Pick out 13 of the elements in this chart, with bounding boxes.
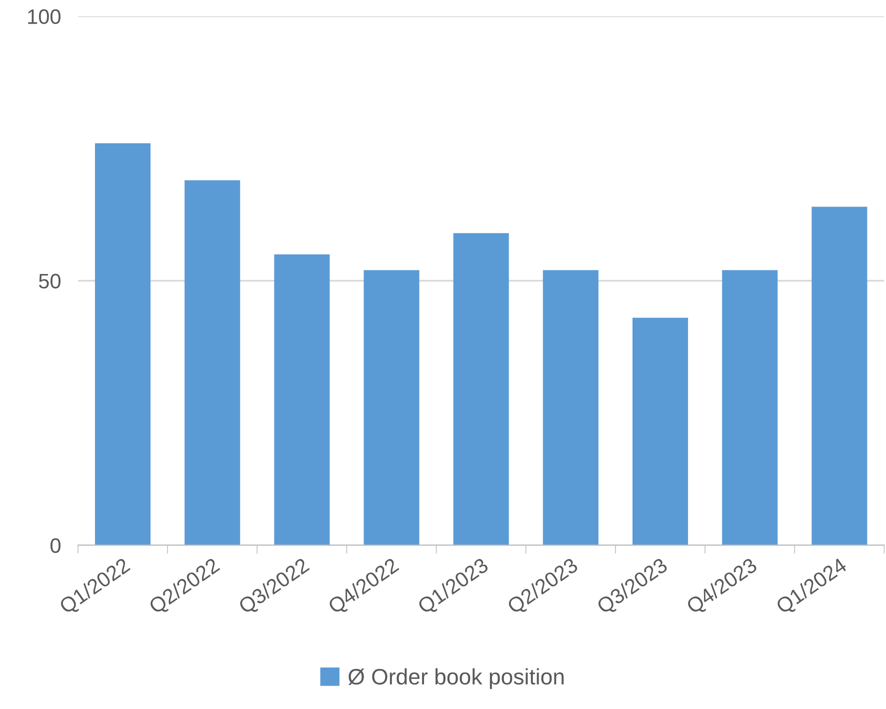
bar xyxy=(364,270,420,546)
bar xyxy=(274,254,330,546)
bar xyxy=(812,206,868,546)
bar xyxy=(94,143,151,546)
y-tick-label: 50 xyxy=(38,274,60,289)
y-tick-label: 100 xyxy=(28,9,60,24)
bar xyxy=(453,233,509,546)
bar xyxy=(722,270,778,546)
bar xyxy=(542,270,598,546)
bar xyxy=(184,180,240,546)
legend-label: Ø Order book position xyxy=(348,668,564,689)
bar xyxy=(632,318,688,546)
y-tick-label: 0 xyxy=(50,538,60,553)
